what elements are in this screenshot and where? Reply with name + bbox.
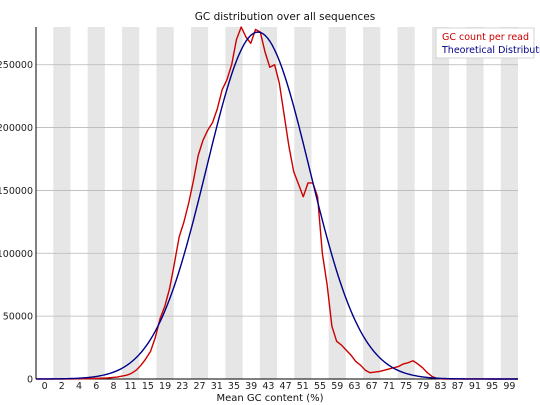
x-tick-label: 43 xyxy=(262,381,274,392)
horizontal-gridlines xyxy=(36,64,518,317)
grid-band xyxy=(156,27,174,379)
grid-band xyxy=(500,27,518,379)
x-tick-labels: 0 2 4 6 8 11 15 19 23 27 31 35 39 43 47 51 55 59 63 67 71 75 7… xyxy=(42,381,516,392)
legend-entry-gc-count: GC count per read xyxy=(442,32,529,43)
x-tick-label: 79 xyxy=(417,381,429,392)
grid-band xyxy=(397,27,415,379)
chart-title: GC distribution over all sequences xyxy=(195,11,375,23)
x-tick-label: 8 xyxy=(110,381,116,392)
series-lines xyxy=(35,26,518,380)
x-tick-label: 27 xyxy=(193,381,205,392)
legend: GC count per read Theoretical Distributi… xyxy=(435,27,540,59)
x-tick-label: 23 xyxy=(176,381,188,392)
y-tick-label: 200000 xyxy=(0,123,33,134)
x-tick-label: 99 xyxy=(503,381,515,392)
grid-band xyxy=(431,27,450,379)
grid-band xyxy=(53,27,71,379)
x-tick-label: 31 xyxy=(211,381,223,392)
grid-band xyxy=(259,27,277,379)
x-tick-label: 83 xyxy=(434,381,446,392)
grid-band xyxy=(466,27,484,379)
legend-entry-theoretical: Theoretical Distribution xyxy=(441,45,540,56)
grid-band xyxy=(122,27,140,379)
x-tick-label: 71 xyxy=(383,381,395,392)
y-tick-label: 50000 xyxy=(3,312,33,323)
x-tick-label: 15 xyxy=(142,381,154,392)
grid-band xyxy=(87,27,105,379)
series-line-theoretical xyxy=(35,31,518,380)
legend-box xyxy=(435,27,535,59)
y-tick-label: 100000 xyxy=(0,249,33,260)
x-tick-label: 39 xyxy=(245,381,257,392)
x-tick-label: 19 xyxy=(159,381,171,392)
x-tick-label: 4 xyxy=(76,381,82,392)
x-tick-label: 59 xyxy=(331,381,343,392)
y-tick-label: 0 xyxy=(27,375,33,386)
x-tick-label: 2 xyxy=(59,381,65,392)
grid-band xyxy=(294,27,312,379)
x-axis-title: Mean GC content (%) xyxy=(216,393,323,404)
grid-band xyxy=(363,27,381,379)
x-tick-label: 63 xyxy=(348,381,360,392)
x-tick-label: 87 xyxy=(452,381,464,392)
x-tick-label: 6 xyxy=(93,381,99,392)
grid-band xyxy=(328,27,346,379)
x-tick-label: 67 xyxy=(366,381,378,392)
y-tick-label: 150000 xyxy=(0,186,33,197)
grid-bands xyxy=(53,27,518,379)
x-tick-label: 0 xyxy=(42,381,48,392)
x-tick-label: 91 xyxy=(469,381,481,392)
y-tick-labels: 0 50000 100000 150000 200000 250000 xyxy=(0,60,33,385)
y-tick-label: 250000 xyxy=(0,60,33,71)
x-tick-label: 51 xyxy=(297,381,309,392)
x-tick-label: 75 xyxy=(400,381,412,392)
x-tick-label: 35 xyxy=(228,381,240,392)
x-tick-label: 95 xyxy=(486,381,498,392)
x-tick-label: 11 xyxy=(125,381,137,392)
grid-band xyxy=(225,27,243,379)
x-tick-label: 47 xyxy=(280,381,292,392)
x-tick-label: 55 xyxy=(314,381,326,392)
grid-band xyxy=(190,27,209,379)
